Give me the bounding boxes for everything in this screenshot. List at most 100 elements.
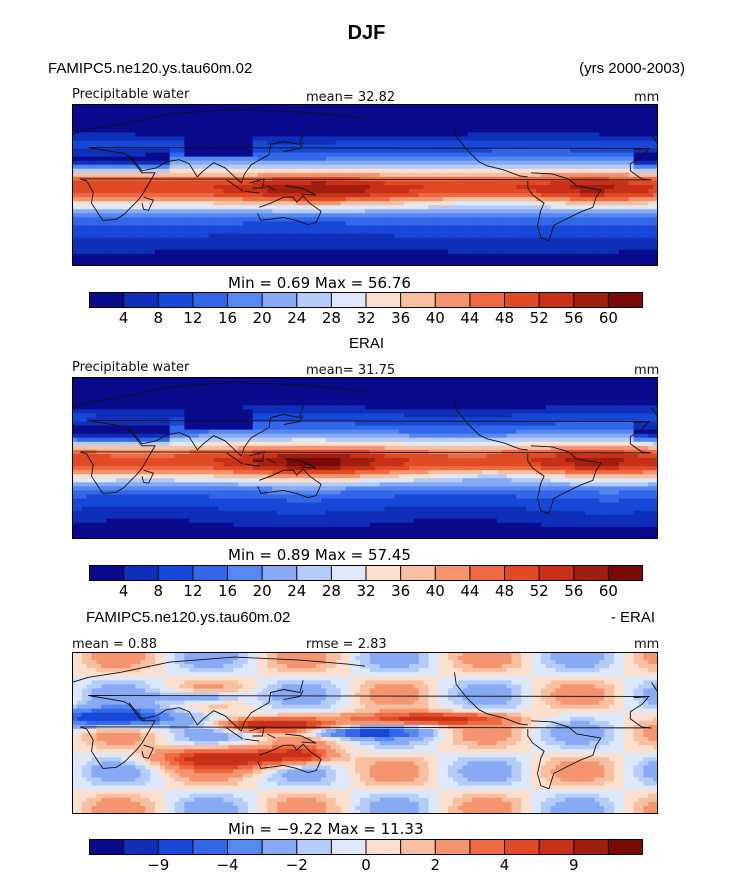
- map-cell: [653, 201, 658, 206]
- map-cell: [228, 189, 234, 194]
- map-cell: [594, 213, 600, 218]
- map-cell: [145, 172, 151, 178]
- map-cell: [374, 112, 381, 117]
- map-cell: [233, 245, 239, 251]
- map-cell: [125, 116, 132, 121]
- map-cell: [487, 164, 493, 170]
- map-cell: [91, 185, 98, 190]
- map-cell: [565, 104, 571, 109]
- map-cell: [247, 185, 254, 190]
- map-cell: [272, 193, 278, 198]
- map-cell: [516, 164, 522, 170]
- map-cell: [589, 193, 596, 198]
- map-cell: [345, 261, 351, 266]
- map-cell: [614, 116, 620, 121]
- map-cell: [423, 120, 430, 125]
- map-cell: [257, 193, 264, 198]
- map-cell: [438, 233, 444, 239]
- map-cell: [467, 144, 474, 150]
- map-cell: [574, 249, 581, 255]
- map-cell: [194, 144, 200, 150]
- map-cell: [648, 176, 654, 182]
- map-cell: [643, 172, 649, 178]
- map-cell: [159, 249, 166, 255]
- map-cell: [194, 180, 200, 186]
- map-cell: [423, 148, 430, 154]
- map-cell: [423, 180, 430, 186]
- map-cell: [321, 233, 327, 239]
- map-cell: [179, 245, 185, 251]
- map-cell: [169, 189, 176, 194]
- map-cell: [452, 377, 459, 382]
- map-cell: [399, 148, 405, 154]
- map-cell: [506, 237, 513, 243]
- map-cell: [365, 261, 371, 266]
- map-cell: [487, 193, 493, 198]
- map-cell: [91, 221, 98, 227]
- map-cell: [174, 233, 181, 239]
- map-cell: [609, 132, 615, 137]
- map-cell: [360, 237, 366, 243]
- map-cell: [521, 209, 527, 214]
- map-cell: [179, 180, 185, 186]
- map-cell: [164, 180, 171, 186]
- map-cell: [350, 217, 356, 223]
- map-cell: [550, 152, 557, 158]
- map-cell: [535, 116, 542, 121]
- map-cell: [443, 152, 449, 158]
- map-cell: [413, 140, 420, 146]
- map-cell: [467, 152, 474, 158]
- map-cell: [242, 132, 249, 137]
- map-cell: [281, 221, 288, 227]
- map-cell: [467, 164, 474, 170]
- map-cell: [584, 193, 591, 198]
- map-cell: [570, 233, 576, 239]
- map-cell: [286, 172, 293, 178]
- map-cell: [496, 120, 503, 125]
- map-cell: [184, 261, 190, 266]
- map-cell: [115, 233, 122, 239]
- map-cell: [628, 128, 635, 133]
- map-cell: [638, 116, 644, 121]
- map-cell: [76, 104, 83, 109]
- map-cell: [277, 237, 283, 243]
- map-cell: [360, 253, 366, 259]
- map-cell: [208, 160, 215, 166]
- map-cell: [101, 245, 107, 251]
- map-cell: [325, 120, 332, 125]
- map-cell: [565, 180, 571, 186]
- map-cell: [350, 148, 356, 154]
- map-cell: [140, 189, 146, 194]
- map-cell: [365, 168, 371, 174]
- map-cell: [467, 209, 474, 214]
- map-cell: [321, 156, 327, 162]
- map-cell: [340, 132, 347, 137]
- map-cell: [164, 193, 171, 198]
- map-cell: [130, 217, 137, 223]
- map-cell: [233, 136, 239, 142]
- map-cell: [448, 229, 454, 235]
- map-cell: [213, 193, 220, 198]
- map-cell: [526, 193, 532, 198]
- map-cell: [262, 168, 268, 174]
- map-cell: [179, 108, 185, 113]
- map-cell: [228, 128, 234, 133]
- map-cell: [438, 257, 444, 263]
- map-cell: [267, 112, 273, 117]
- map-cell: [120, 132, 127, 137]
- map-cell: [365, 253, 371, 259]
- map-cell: [462, 233, 469, 239]
- map-cell: [389, 136, 395, 142]
- map-cell: [487, 217, 493, 223]
- map-cell: [242, 201, 249, 206]
- map-cell: [111, 249, 117, 255]
- map-cell: [135, 172, 141, 178]
- map-cell: [599, 108, 605, 113]
- map-cell: [384, 253, 391, 259]
- map-cell: [550, 116, 557, 121]
- map-cell: [360, 241, 366, 247]
- map-cell: [379, 245, 386, 251]
- map-cell: [545, 205, 552, 210]
- colorbar-swatch: [89, 292, 125, 308]
- map-cell: [120, 233, 127, 239]
